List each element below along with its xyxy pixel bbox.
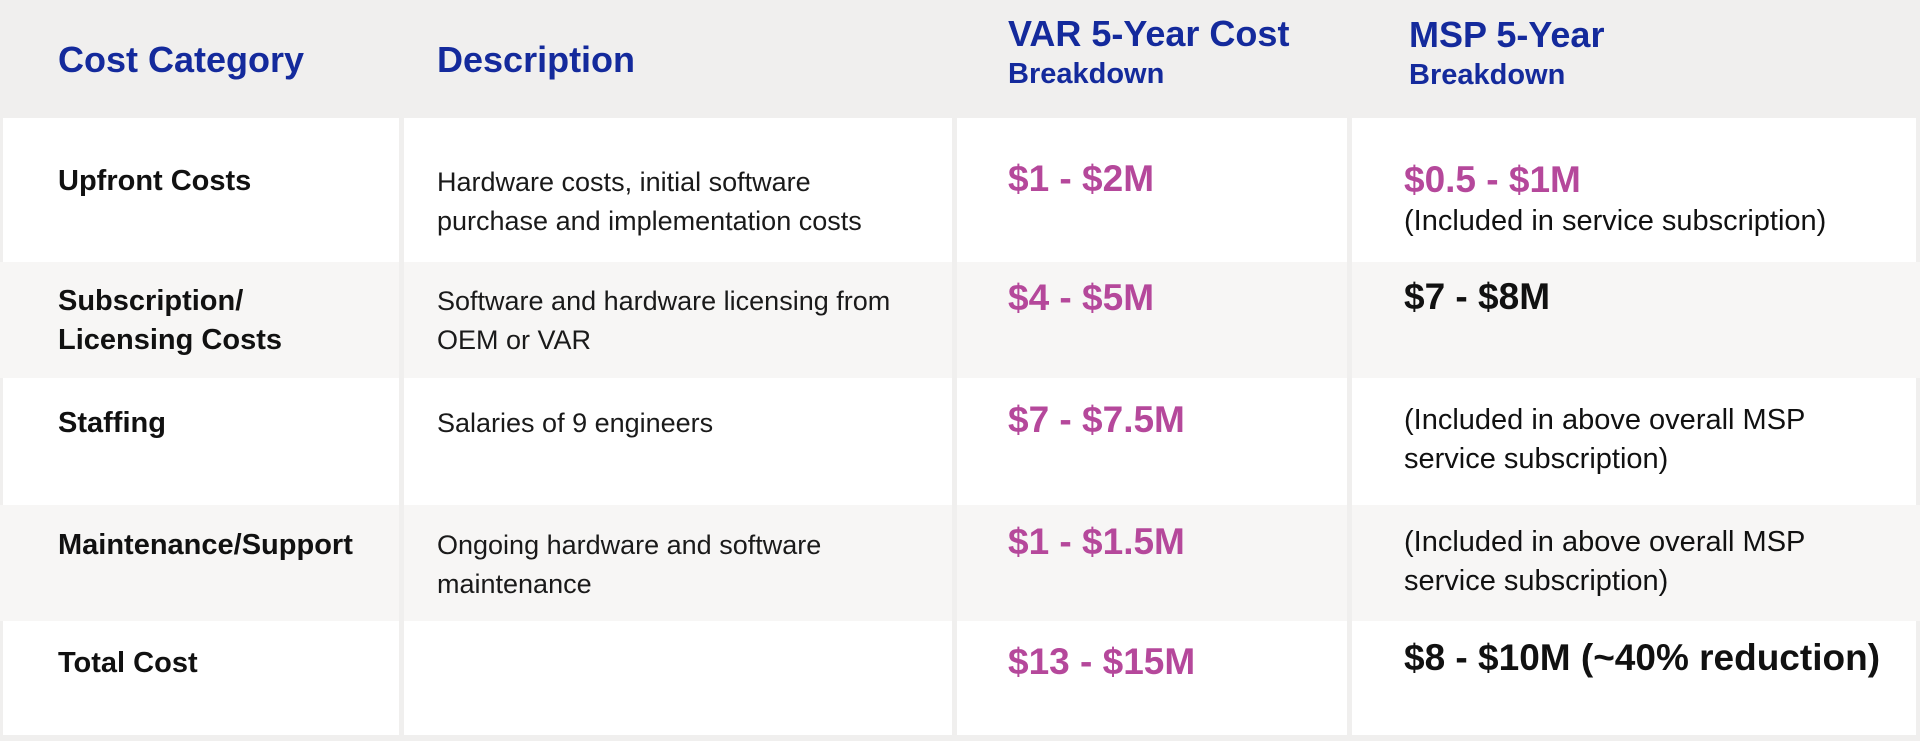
row-maintenance-var-value: $1 - $1.5M — [1008, 521, 1185, 562]
row-total-category: Total Cost — [58, 647, 198, 679]
description-column — [404, 118, 952, 735]
row-total-msp-value: $8 - $10M (~40% reduction) — [1404, 637, 1881, 678]
column-divider — [952, 118, 957, 735]
header-var: VAR 5-Year Cost Breakdown — [1008, 14, 1289, 94]
row-upfront-msp-note: (Included in service subscription) — [1404, 205, 1827, 237]
row-upfront-description: Hardware costs, initial software purchas… — [437, 167, 862, 236]
row-licensing-msp-value: $7 - $8M — [1404, 276, 1551, 317]
row-staffing-category: Staffing — [58, 407, 166, 439]
row-licensing-category: Subscription/ Licensing Costs — [58, 285, 282, 356]
row-licensing-var-value: $4 - $5M — [1008, 277, 1155, 318]
row-maintenance-category: Maintenance/Support — [58, 529, 353, 561]
row-stripe-licensing — [0, 262, 1920, 378]
header-var-subtitle: Breakdown — [1008, 58, 1165, 90]
row-maintenance-description: Ongoing hardware and software maintenanc… — [437, 530, 822, 599]
row-upfront-msp-value: $0.5 - $1M — [1404, 159, 1581, 200]
header-var-title: VAR 5-Year Cost — [1008, 13, 1290, 54]
row-total-var-value: $13 - $15M — [1008, 641, 1196, 682]
var-column — [957, 118, 1347, 735]
header-description: Description — [437, 39, 636, 80]
row-upfront-category: Upfront Costs — [58, 165, 252, 197]
msp-column — [1352, 118, 1916, 735]
category-column — [3, 118, 399, 735]
row-staffing-msp-note: (Included in above overall MSP service s… — [1404, 404, 1805, 475]
header-msp-subtitle: Breakdown — [1409, 59, 1566, 91]
row-staffing-var-value: $7 - $7.5M — [1008, 399, 1185, 440]
row-maintenance-msp-note: (Included in above overall MSP service s… — [1404, 526, 1805, 597]
header-msp-title: MSP 5-Year — [1409, 14, 1605, 55]
row-staffing-description: Salaries of 9 engineers — [437, 408, 714, 438]
header-cost-category: Cost Category — [58, 39, 305, 80]
column-divider — [1347, 118, 1352, 735]
column-divider — [399, 118, 404, 735]
row-stripe-maintenance — [0, 505, 1920, 621]
row-upfront-var-value: $1 - $2M — [1008, 158, 1155, 199]
header-msp: MSP 5-Year Breakdown — [1409, 15, 1604, 95]
row-licensing-description: Software and hardware licensing from OEM… — [437, 286, 891, 355]
